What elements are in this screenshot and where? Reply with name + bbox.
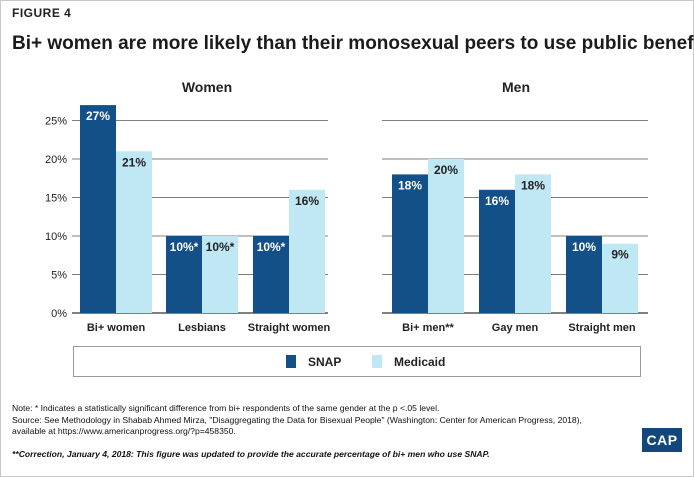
bar-women-2-medicaid	[289, 189, 325, 313]
category-label-men-1: Gay men	[492, 322, 539, 334]
bar-women-2-snap	[253, 236, 289, 313]
data-label-men-0-snap: 18%	[398, 178, 422, 192]
data-label-men-2-snap: 10%	[572, 240, 596, 254]
figure-label: FIGURE 4	[12, 6, 72, 20]
data-label-women-0-medicaid: 21%	[122, 155, 146, 169]
bar-men-2-snap	[566, 236, 602, 313]
bar-women-0-snap	[80, 105, 116, 313]
bar-men-1-medicaid	[515, 174, 551, 313]
legend-item-medicaid: Medicaid	[372, 355, 445, 369]
correction-text: **Correction, January 4, 2018: This figu…	[12, 449, 490, 459]
data-label-men-0-medicaid: 20%	[434, 163, 458, 177]
data-label-women-1-snap: 10%*	[170, 240, 199, 254]
bar-women-1-medicaid	[202, 236, 238, 313]
bar-men-2-medicaid	[602, 243, 638, 313]
legend-item-snap: SNAP	[286, 355, 341, 369]
category-label-women-0: Bi+ women	[87, 322, 146, 334]
category-label-women-2: Straight women	[248, 322, 331, 334]
chart-title: Bi+ women are more likely than their mon…	[12, 33, 694, 54]
bar-women-0-medicaid	[116, 151, 152, 313]
y-tick-label-0: 0%	[51, 308, 67, 320]
source-text-line2: available at https://www.americanprogres…	[12, 426, 236, 436]
data-label-women-1-medicaid: 10%*	[206, 240, 235, 254]
data-label-women-2-medicaid: 16%	[295, 194, 319, 208]
legend-label-medicaid: Medicaid	[394, 355, 446, 369]
category-label-men-0: Bi+ men**	[402, 322, 454, 334]
data-label-men-1-medicaid: 18%	[521, 178, 545, 192]
panel-title-men: Men	[502, 79, 530, 95]
legend-swatch-snap	[286, 355, 296, 368]
note-text: Note: * Indicates a statistically signif…	[12, 403, 440, 413]
data-label-women-2-snap: 10%*	[257, 240, 286, 254]
data-label-women-0-snap: 27%	[86, 109, 110, 123]
y-tick-label-25: 25%	[45, 116, 67, 128]
y-tick-label-5: 5%	[51, 270, 67, 282]
bar-men-1-snap	[479, 189, 515, 313]
data-label-men-1-snap: 16%	[485, 194, 509, 208]
y-tick-label-20: 20%	[45, 154, 67, 166]
bar-men-0-snap	[392, 174, 428, 313]
y-tick-label-15: 15%	[45, 193, 67, 205]
footnotes: Note: * Indicates a statistically signif…	[12, 403, 622, 438]
category-label-women-1: Lesbians	[178, 322, 226, 334]
bar-chart: Women 27% 21% Bi+ women 10%* 10%* Lesbians 10%*…	[45, 79, 648, 334]
cap-logo: CAP	[642, 428, 682, 452]
bar-women-1-snap	[166, 236, 202, 313]
panel-title-women: Women	[182, 79, 232, 95]
legend-swatch-medicaid	[372, 355, 382, 368]
data-label-men-2-medicaid: 9%	[611, 248, 629, 262]
y-tick-label-10: 10%	[45, 231, 67, 243]
legend-label-snap: SNAP	[308, 355, 342, 369]
category-label-men-2: Straight men	[568, 322, 636, 334]
legend: SNAP Medicaid	[73, 346, 641, 377]
source-text-line1: Source: See Methodology in Shabab Ahmed …	[12, 414, 582, 425]
bar-men-0-medicaid	[428, 159, 464, 313]
